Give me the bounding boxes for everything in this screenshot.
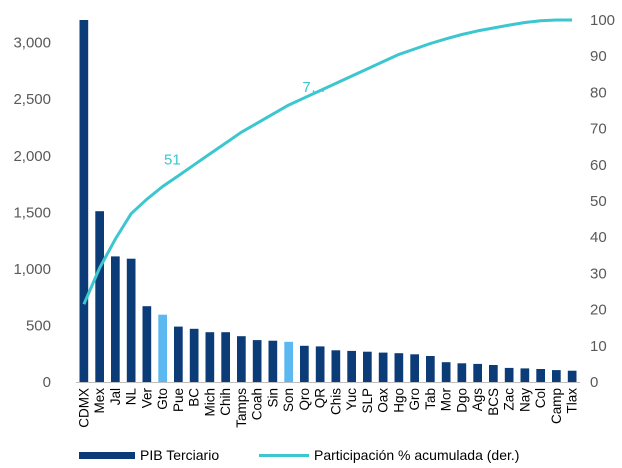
- bar-coah: [252, 340, 262, 382]
- line-series-participacion: [82, 18, 573, 305]
- x-tick-label: SLP: [360, 388, 375, 414]
- data-annotations: 51 7…: [164, 79, 326, 168]
- bar-tamps: [237, 336, 246, 382]
- x-tick-label: Hgo: [391, 388, 406, 413]
- data-label: 51: [164, 151, 181, 168]
- x-tick-label: NL: [124, 388, 139, 406]
- bar-camp: [552, 370, 561, 382]
- y-right-tick-label: 20: [590, 302, 607, 319]
- legend-swatch-bar: [79, 451, 135, 459]
- y-left-tick-label: 1,000: [13, 261, 51, 278]
- bar-series-pib-terciario: [79, 20, 577, 382]
- x-tick-label: Pue: [171, 388, 186, 412]
- bar-oax: [378, 352, 388, 382]
- bar-son: [284, 341, 293, 382]
- bar-sin: [268, 340, 278, 382]
- y-right-tick-label: 100: [590, 12, 615, 29]
- x-tick-label: Oax: [376, 388, 391, 413]
- bar-mich: [205, 332, 215, 382]
- x-tick-label: Tamps: [234, 388, 249, 428]
- bar-jal: [111, 256, 120, 382]
- bar-zac: [504, 367, 514, 382]
- y-right-tick-label: 50: [590, 193, 607, 210]
- x-tick-label: BC: [187, 388, 202, 407]
- y-right-tick-label: 60: [590, 157, 607, 174]
- x-tick-label: Mor: [439, 387, 454, 411]
- bar-bcs: [489, 365, 498, 382]
- bar-cdmx: [79, 20, 89, 382]
- y-left-tick-label: 0: [43, 374, 51, 391]
- legend-swatch-line: [259, 453, 309, 457]
- x-tick-label: Tab: [423, 388, 438, 410]
- bar-chis: [331, 350, 341, 382]
- legend-item-line: Participación % acumulada (der.): [259, 447, 519, 463]
- bar-nl: [126, 258, 136, 382]
- legend: PIB Terciario Participación % acumulada …: [0, 447, 622, 467]
- x-tick-label: Mex: [92, 388, 107, 414]
- x-tick-label: Ver: [139, 387, 154, 408]
- y-right-tick-label: 10: [590, 338, 607, 355]
- y-left-tick-label: 2,500: [13, 91, 51, 108]
- x-tick-label: Coah: [250, 388, 265, 420]
- legend-label-bar: PIB Terciario: [140, 447, 220, 463]
- y-left-tick-label: 2,000: [13, 148, 51, 165]
- x-tick-label: Tlax: [565, 388, 580, 414]
- x-tick-label: Chih: [218, 388, 233, 416]
- x-tick-label: CDMX: [76, 388, 91, 428]
- x-tick-label: QR: [313, 388, 328, 409]
- x-tick-label: Jal: [108, 388, 123, 405]
- bar-hgo: [394, 353, 404, 382]
- bar-yuc: [347, 350, 356, 382]
- bar-bc: [189, 328, 199, 382]
- x-tick-label: Dgo: [454, 388, 469, 413]
- y-right-tick-label: 40: [590, 229, 607, 246]
- bar-pue: [174, 326, 183, 382]
- x-tick-label: Gro: [407, 388, 422, 411]
- y-axis-left-labels: 0 500 1,000 1,500 2,000 2,500 3,000: [13, 35, 51, 391]
- x-tick-label: Mich: [202, 388, 217, 417]
- y-right-tick-label: 70: [590, 121, 607, 138]
- cumulative-line: [82, 18, 573, 305]
- y-right-tick-label: 0: [590, 374, 598, 391]
- x-tick-label: BCS: [486, 388, 501, 416]
- bar-ver: [142, 306, 152, 382]
- x-tick-label: Zac: [502, 388, 517, 411]
- x-tick-label: Nay: [517, 388, 532, 412]
- y-left-tick-label: 3,000: [13, 35, 51, 52]
- pareto-chart: 0 500 1,000 1,500 2,000 2,500 3,000 0 10 20 30 40 5…: [13, 12, 615, 428]
- bar-slp: [363, 351, 372, 382]
- legend-item-bar: PIB Terciario: [79, 447, 219, 463]
- x-tick-label: Ags: [470, 388, 485, 412]
- bar-mex: [95, 211, 104, 382]
- y-axis-right-labels: 0 10 20 30 40 50 60 70 80 90 100: [590, 12, 615, 391]
- bar-mor: [441, 362, 451, 382]
- y-left-tick-label: 500: [26, 317, 51, 334]
- bar-gro: [410, 354, 419, 382]
- bar-tlax: [567, 370, 577, 382]
- bar-qr: [315, 346, 325, 382]
- bar-gto: [158, 314, 167, 382]
- data-label: 7…: [302, 79, 325, 96]
- x-tick-label: Camp: [549, 388, 564, 424]
- bar-ags: [473, 363, 482, 382]
- x-tick-label: Qro: [297, 388, 312, 411]
- bar-dgo: [457, 363, 467, 382]
- y-left-tick-label: 1,500: [13, 204, 51, 221]
- x-tick-label: Sin: [265, 388, 280, 408]
- x-tick-label: Chis: [328, 388, 343, 415]
- y-right-tick-label: 80: [590, 84, 607, 101]
- x-tick-label: Gto: [155, 388, 170, 410]
- bar-nay: [520, 368, 530, 382]
- y-right-tick-label: 30: [590, 265, 607, 282]
- x-tick-label: Yuc: [344, 388, 359, 411]
- legend-label-line: Participación % acumulada (der.): [314, 447, 520, 463]
- x-tick-label: Son: [281, 388, 296, 412]
- bar-qro: [300, 345, 309, 382]
- x-axis-labels: CDMX Mex Jal NL Ver Gto Pue BC Mich Chih Tamps Coah…: [76, 387, 579, 427]
- bar-tab: [426, 356, 435, 382]
- x-tick-label: Col: [533, 388, 548, 408]
- bar-chih: [221, 332, 230, 382]
- y-right-tick-label: 90: [590, 48, 607, 65]
- bar-col: [536, 369, 545, 382]
